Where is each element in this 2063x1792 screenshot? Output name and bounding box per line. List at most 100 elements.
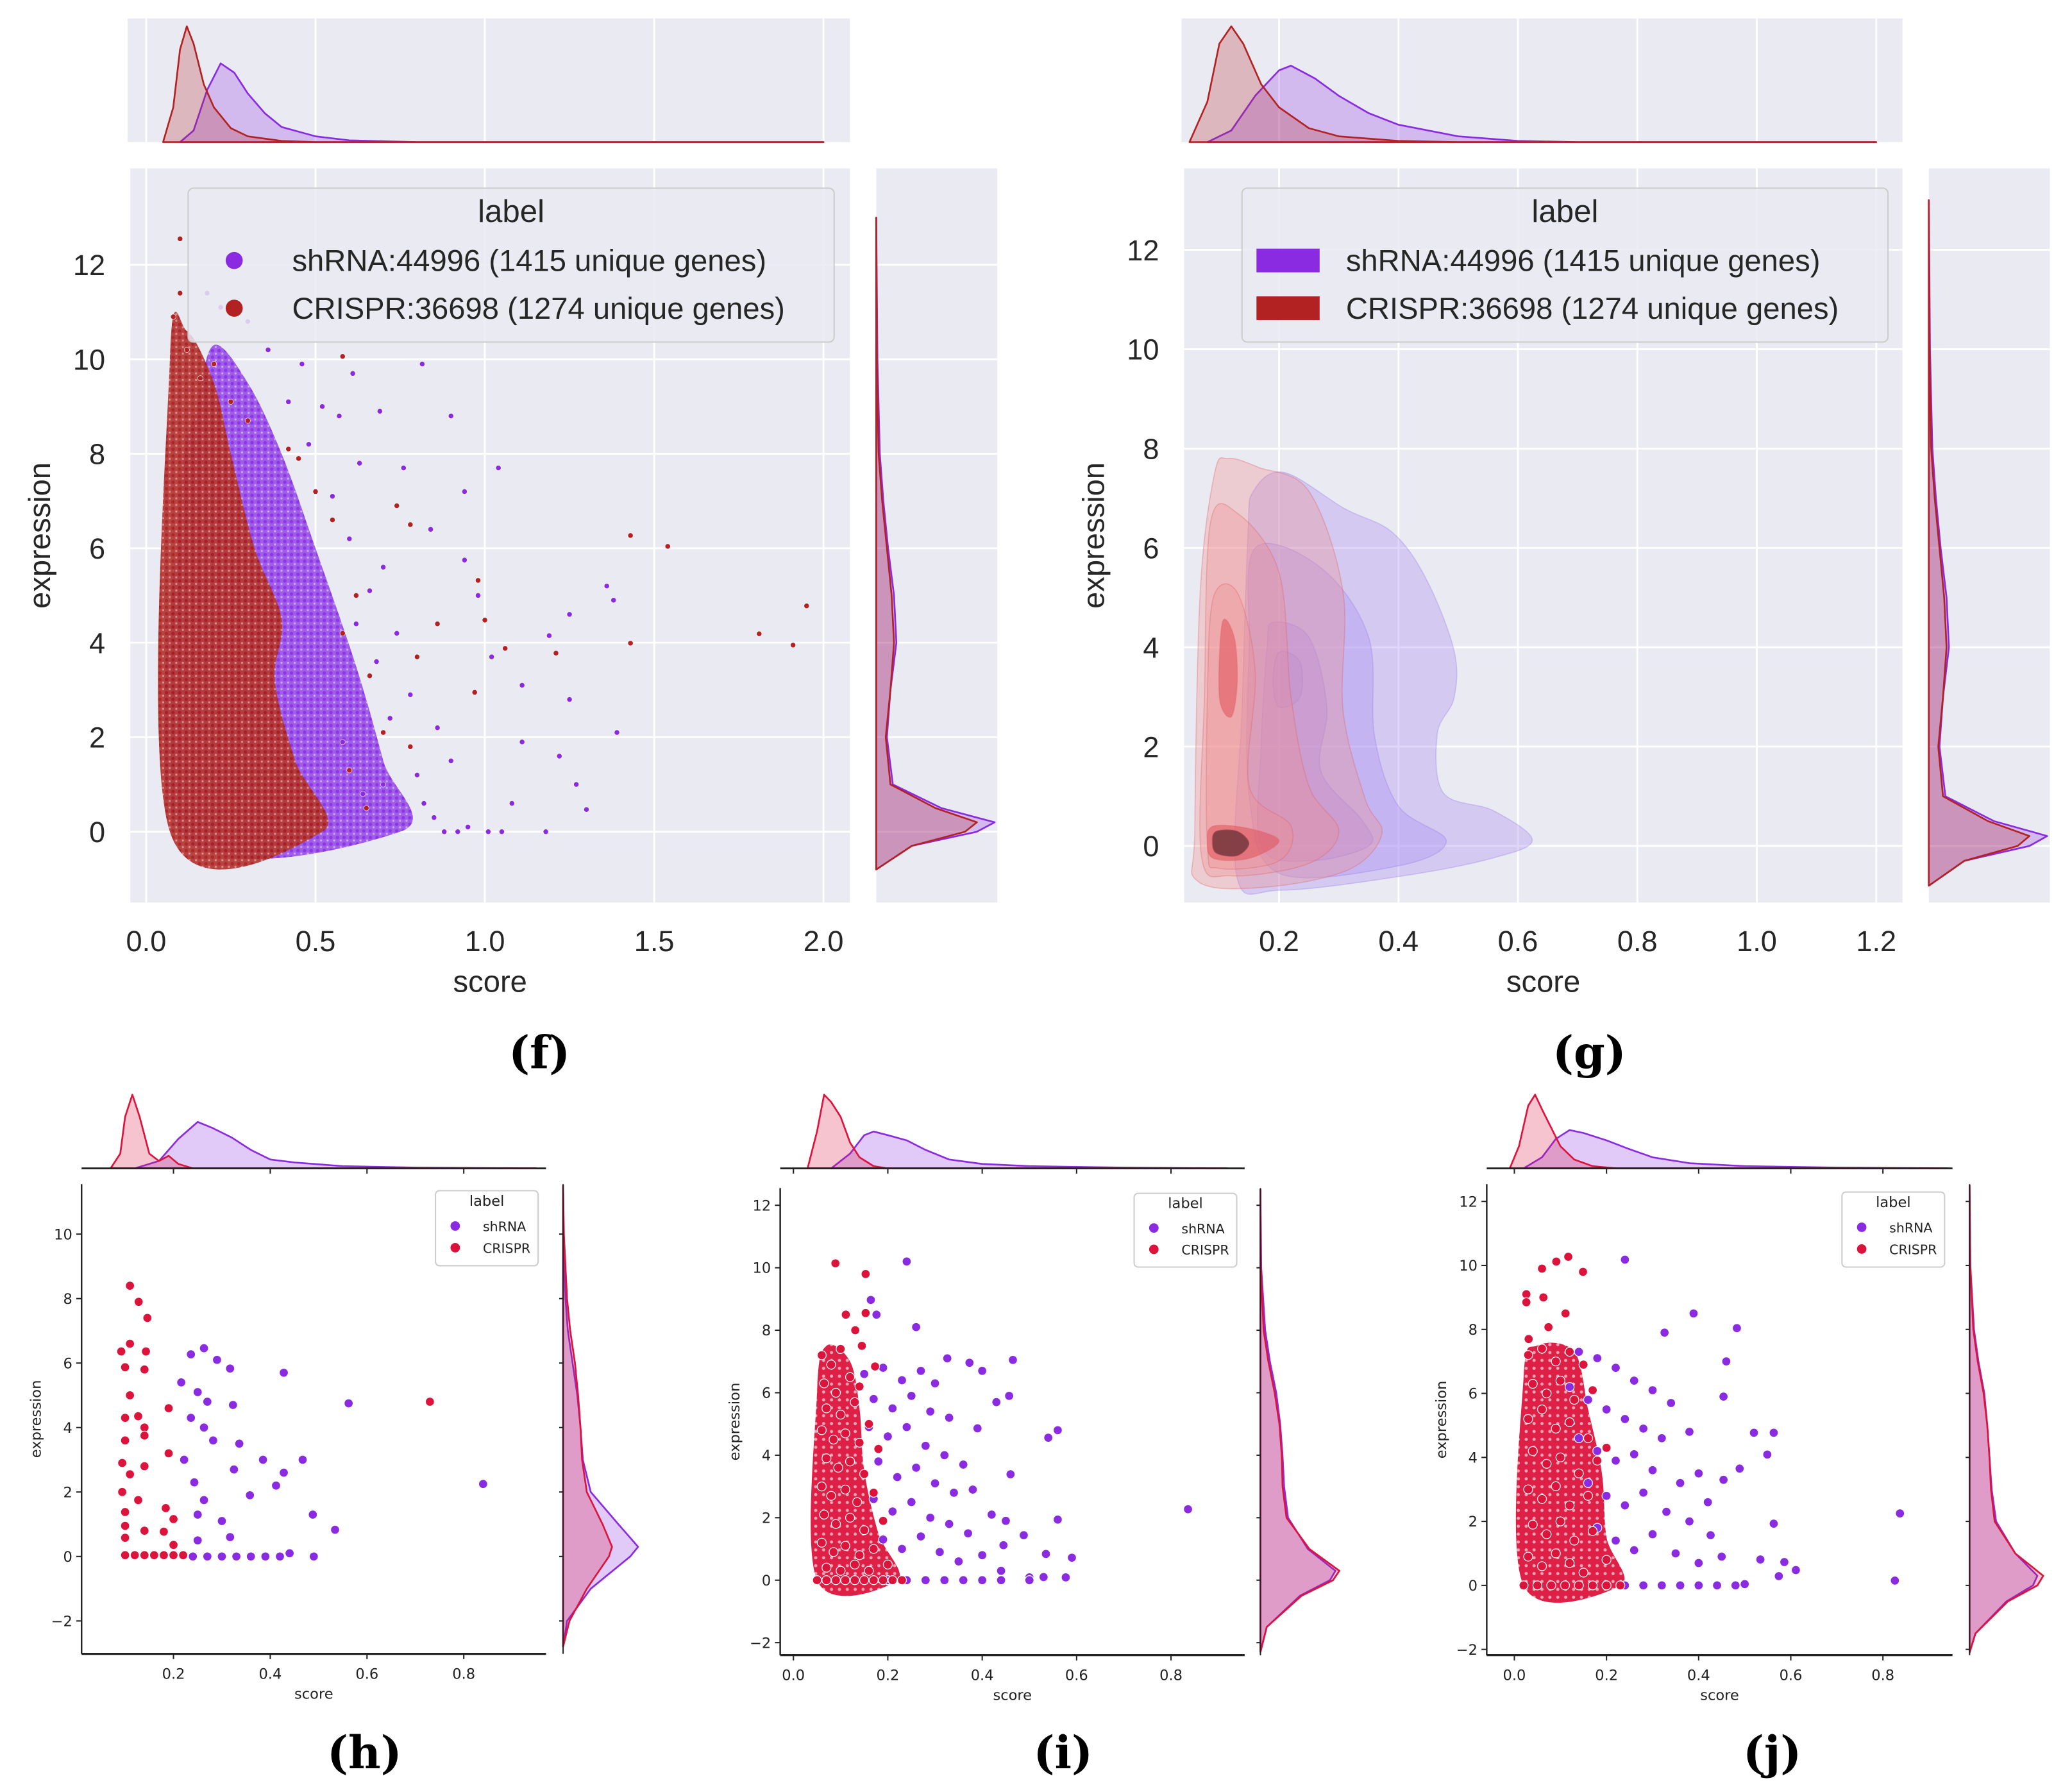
scatter-point-crispr bbox=[183, 347, 190, 353]
scatter-point-crispr bbox=[120, 1550, 130, 1560]
scatter-point-crispr bbox=[812, 1575, 822, 1585]
scatter-point-shrna bbox=[192, 1535, 203, 1546]
scatter-point-shrna bbox=[199, 1495, 209, 1505]
y-tick-label: 10 bbox=[753, 1260, 771, 1277]
y-tick-label: 4 bbox=[762, 1448, 771, 1464]
scatter-point-shrna bbox=[1688, 1308, 1699, 1319]
scatter-point-crispr bbox=[1555, 1516, 1565, 1526]
scatter-point-shrna bbox=[1719, 1391, 1729, 1402]
legend: label shRNA:44996 (1415 unique genes) CRIS… bbox=[1241, 187, 1889, 343]
scatter-point-crispr bbox=[821, 1562, 832, 1573]
kde-contour-level bbox=[1272, 650, 1304, 708]
y-tick-label: 6 bbox=[89, 532, 105, 565]
y-tick-label: 12 bbox=[753, 1197, 771, 1214]
scatter-point-crispr bbox=[244, 418, 251, 424]
scatter-point-crispr bbox=[816, 1482, 827, 1492]
scatter-point-shrna bbox=[897, 1544, 907, 1554]
scatter-point-crispr bbox=[826, 1491, 836, 1501]
legend: label shRNA:44996 (1415 unique genes) CRIS… bbox=[187, 187, 835, 343]
scatter-point-crispr bbox=[821, 1403, 832, 1414]
scatter-point-crispr bbox=[1519, 1580, 1529, 1591]
scatter-point-shrna bbox=[1656, 1433, 1667, 1443]
scatter-point-crispr bbox=[1524, 1334, 1534, 1344]
scatter-point-shrna bbox=[873, 1457, 884, 1467]
scatter-point-shrna bbox=[1620, 1500, 1630, 1510]
scatter-point-crispr bbox=[1574, 1468, 1584, 1478]
x-axis-label: score bbox=[1506, 965, 1580, 999]
scatter-point-shrna bbox=[614, 729, 620, 736]
scatter-point-crispr bbox=[816, 1425, 827, 1435]
y-tick-label: 4 bbox=[89, 627, 105, 659]
scatter-point-shrna bbox=[954, 1556, 964, 1567]
scatter-point-crispr bbox=[149, 1550, 159, 1560]
scatter-point-crispr bbox=[1574, 1580, 1584, 1591]
scatter-point-crispr bbox=[850, 1325, 861, 1335]
scatter-point-crispr bbox=[1578, 1568, 1588, 1578]
y-tick-label: 10 bbox=[1459, 1258, 1478, 1274]
scatter-point-crispr bbox=[1569, 1394, 1579, 1405]
scatter-point-shrna bbox=[509, 800, 515, 806]
scatter-point-shrna bbox=[1762, 1450, 1772, 1460]
scatter-point-shrna bbox=[278, 1467, 289, 1478]
legend-entry-label: shRNA bbox=[483, 1219, 526, 1235]
scatter-point-crispr bbox=[845, 1457, 855, 1467]
y-tick-label: 8 bbox=[63, 1291, 72, 1308]
scatter-point-crispr bbox=[1588, 1385, 1598, 1396]
scatter-point-crispr bbox=[836, 1566, 846, 1576]
legend-marker-shrna bbox=[1857, 1222, 1867, 1232]
chart-panel-f: 0.0 0.5 1.0 1.5 2.0 0 2 4 6 8 10 12 score expression l… bbox=[22, 18, 998, 1079]
scatter-point-shrna bbox=[1000, 1516, 1011, 1526]
scatter-point-crispr bbox=[627, 532, 634, 539]
scatter-point-shrna bbox=[1620, 1414, 1630, 1424]
scatter-point-shrna bbox=[192, 1387, 203, 1398]
x-tick-label: 0.4 bbox=[258, 1666, 282, 1683]
scatter-point-crispr bbox=[897, 1575, 907, 1585]
scatter-point-shrna bbox=[199, 1343, 209, 1353]
x-tick-label: 0.6 bbox=[1498, 925, 1538, 958]
scatter-point-shrna bbox=[566, 697, 573, 702]
scatter-point-shrna bbox=[1629, 1449, 1639, 1459]
scatter-point-shrna bbox=[546, 632, 552, 639]
scatter-point-shrna bbox=[271, 1480, 282, 1491]
scatter-point-shrna bbox=[948, 1487, 959, 1498]
scatter-point-shrna bbox=[1004, 1390, 1015, 1401]
scatter-point-shrna bbox=[298, 1455, 308, 1465]
scatter-point-shrna bbox=[916, 1531, 926, 1542]
legend-box bbox=[1841, 1191, 1946, 1268]
scatter-point-crispr bbox=[339, 630, 346, 636]
scatter-point-shrna bbox=[441, 829, 448, 835]
scatter-point-crispr bbox=[1544, 1322, 1554, 1332]
scatter-point-crispr bbox=[1551, 1357, 1561, 1367]
scatter-point-shrna bbox=[344, 1398, 354, 1408]
scatter-point-crispr bbox=[1592, 1455, 1603, 1466]
scatter-point-shrna bbox=[357, 460, 363, 466]
right-marginal-background bbox=[1928, 168, 2050, 903]
scatter-point-crispr bbox=[120, 1521, 130, 1531]
scatter-point-crispr bbox=[878, 1516, 888, 1526]
scatter-point-shrna bbox=[1774, 1571, 1784, 1582]
x-axis-label: score bbox=[1700, 1687, 1739, 1703]
scatter-point-shrna bbox=[245, 1490, 255, 1500]
scatter-point-crispr bbox=[1555, 1375, 1565, 1386]
scatter-point-crispr bbox=[296, 455, 302, 462]
scatter-point-shrna bbox=[859, 1369, 870, 1379]
dense-points-crispr bbox=[811, 1344, 900, 1596]
dense-points-crispr bbox=[158, 312, 328, 870]
right-kde-shrna bbox=[1259, 1188, 1336, 1653]
scatter-point-shrna bbox=[260, 1551, 271, 1562]
scatter-point-shrna bbox=[1052, 1425, 1063, 1435]
x-tick-label: 1.0 bbox=[1737, 925, 1777, 958]
scatter-point-shrna bbox=[189, 1477, 199, 1487]
scatter-point-crispr bbox=[1523, 1484, 1533, 1494]
x-tick-label: 0.2 bbox=[1595, 1668, 1618, 1684]
y-tick-label: 8 bbox=[762, 1323, 771, 1339]
scatter-point-shrna bbox=[319, 403, 325, 410]
scatter-point-crispr bbox=[864, 1566, 874, 1576]
x-tick-label: 0.6 bbox=[1065, 1668, 1088, 1684]
scatter-point-crispr bbox=[1537, 1264, 1547, 1274]
scatter-point-shrna bbox=[192, 1509, 203, 1520]
scatter-point-shrna bbox=[902, 1256, 912, 1267]
scatter-point-shrna bbox=[1061, 1572, 1071, 1582]
scatter-point-crispr bbox=[1601, 1555, 1612, 1565]
scatter-point-shrna bbox=[610, 597, 617, 604]
